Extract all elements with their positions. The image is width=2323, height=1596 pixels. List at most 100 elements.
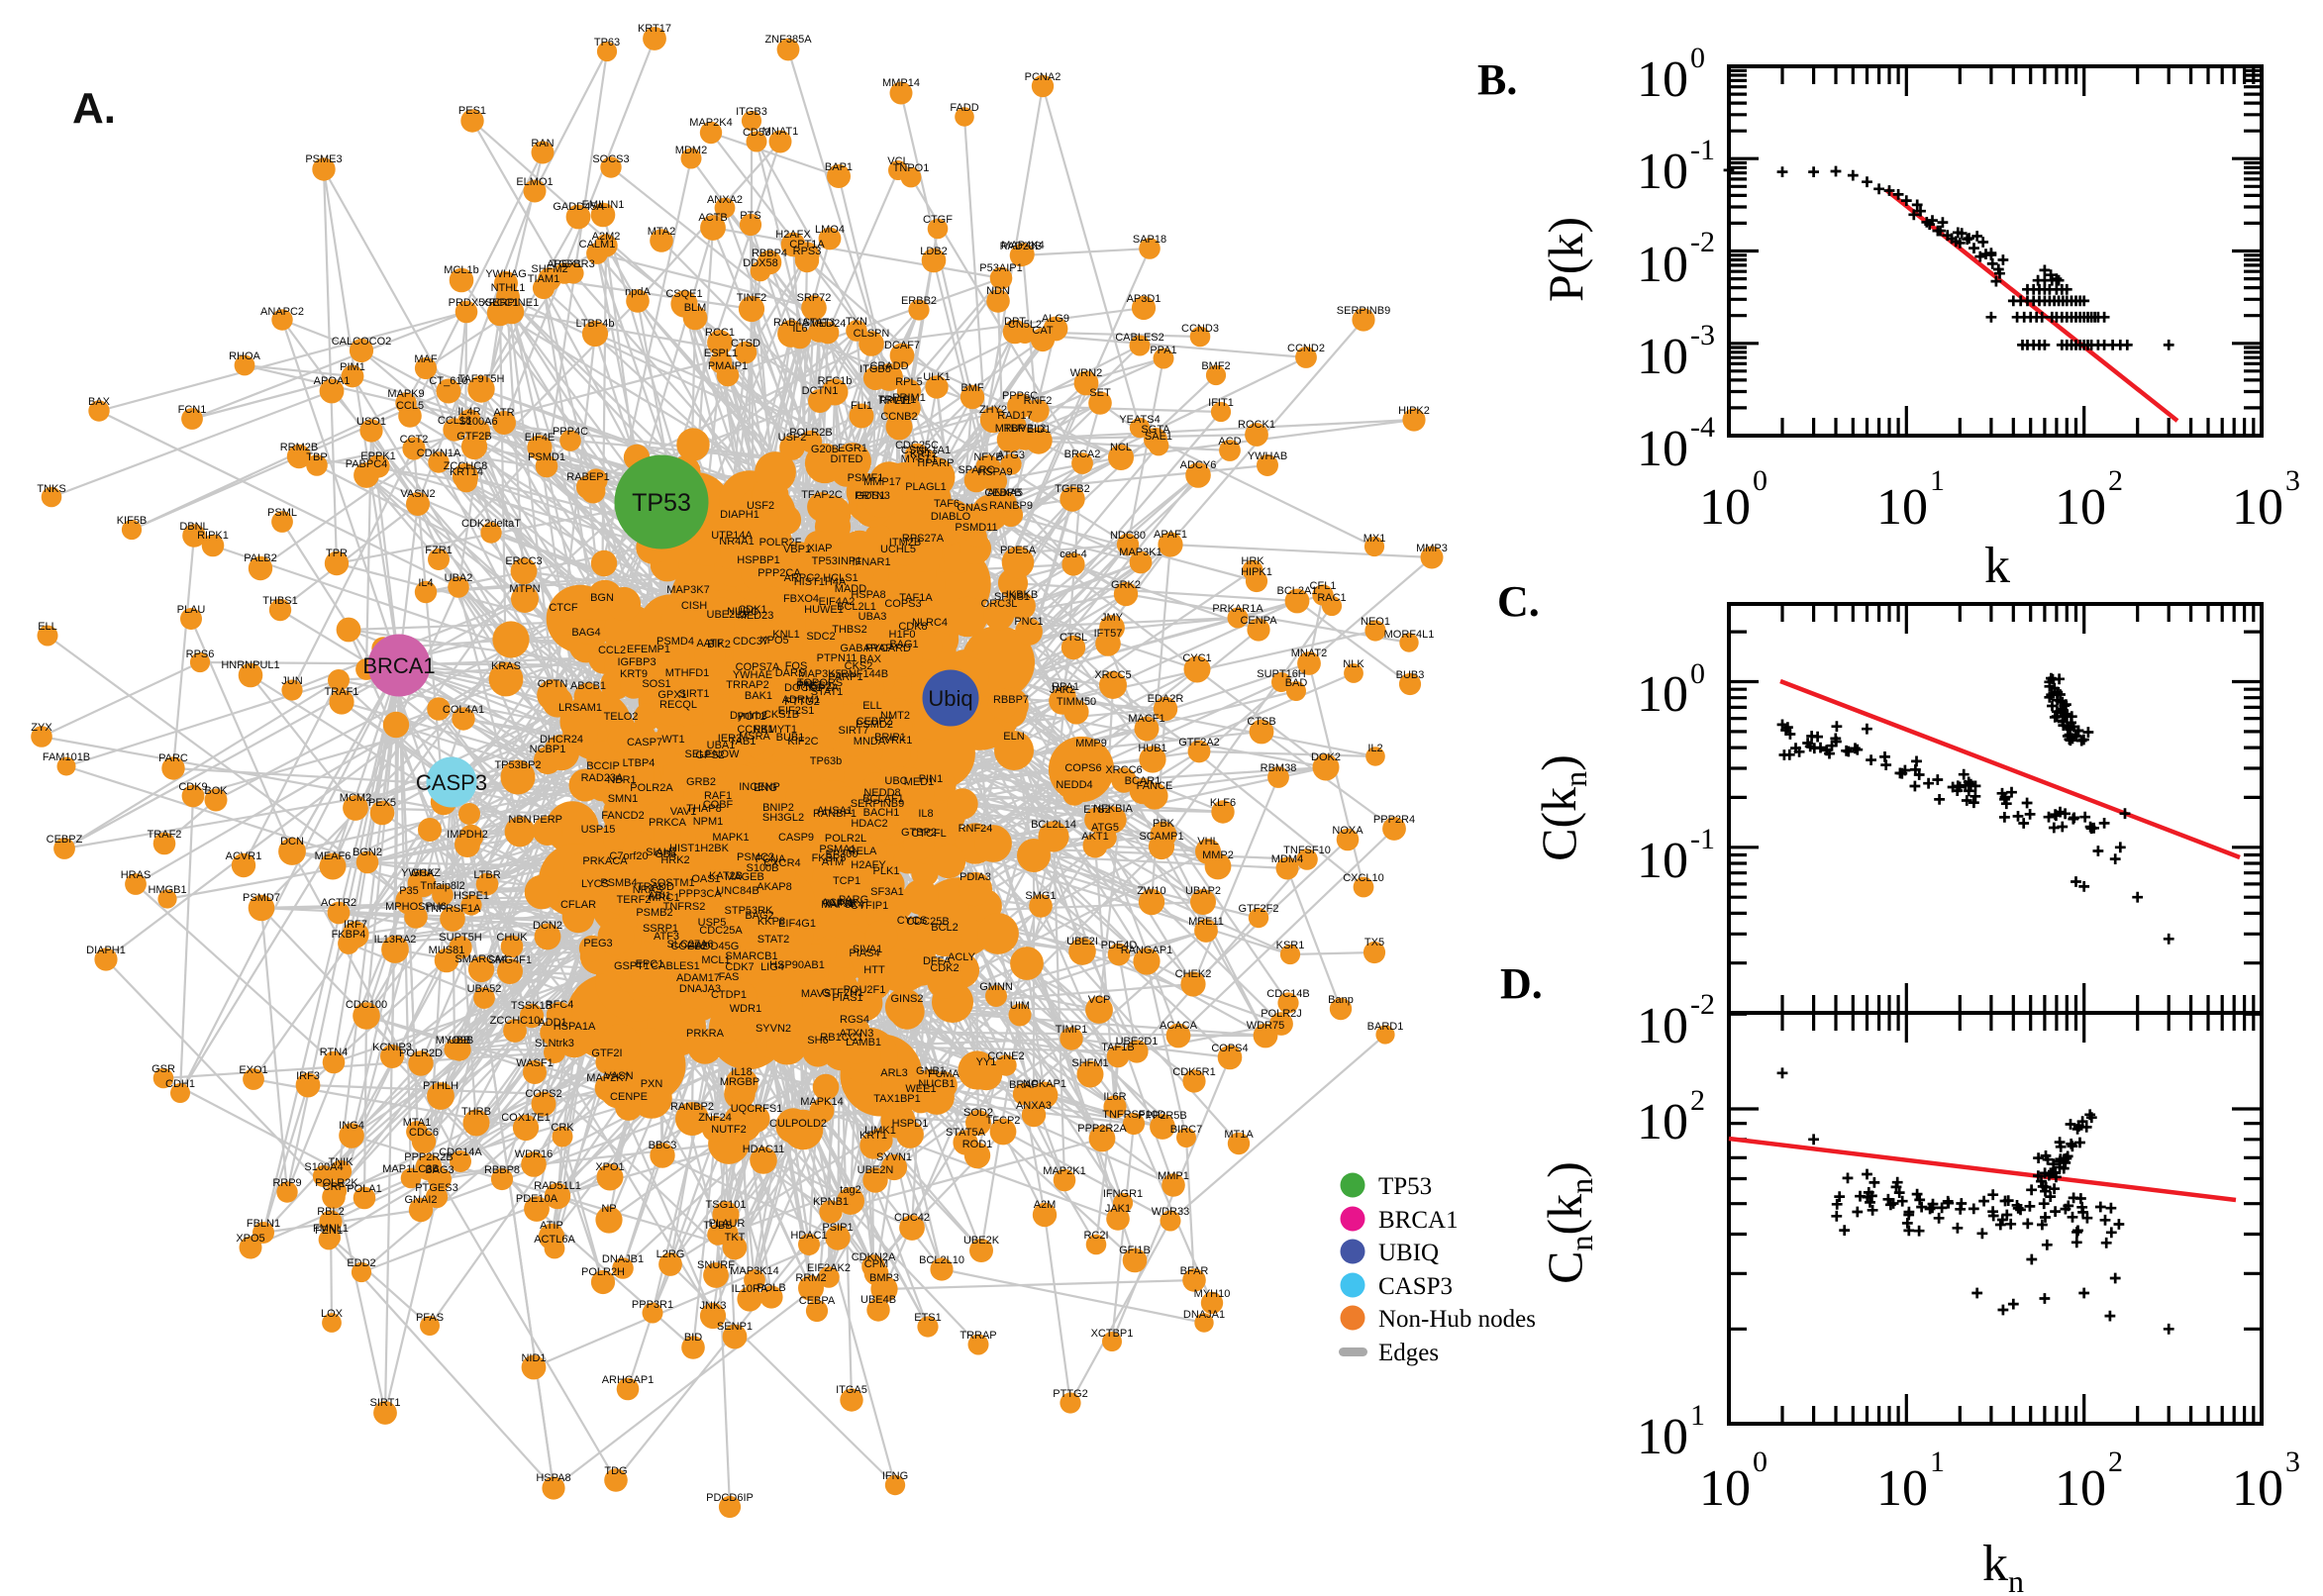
svg-text:GNB1: GNB1 [916,1065,946,1077]
svg-text:PDE10A: PDE10A [516,1193,558,1205]
svg-text:10: 10 [1637,998,1688,1054]
svg-text:MCM2: MCM2 [340,792,371,804]
svg-text:TKT: TKT [725,1232,746,1244]
svg-text:RPS27A: RPS27A [902,533,945,545]
svg-text:HIST1H4A: HIST1H4A [794,576,847,588]
svg-text:IFT57: IFT57 [1094,628,1123,640]
svg-text:BCCIP: BCCIP [586,760,620,772]
svg-text:LMO4: LMO4 [815,224,845,236]
svg-text:ADRM1: ADRM1 [782,694,821,706]
svg-text:TAF1B: TAF1B [1101,1042,1134,1053]
svg-text:HSPBP1: HSPBP1 [737,554,779,566]
svg-text:BCLAF1: BCLAF1 [862,793,904,805]
svg-text:FANCE: FANCE [1137,780,1173,792]
svg-text:AKAP8: AKAP8 [757,881,791,893]
svg-text:ARHGAP1: ARHGAP1 [602,1374,655,1386]
svg-text:RECQL: RECQL [659,699,697,711]
svg-text:GCK: GCK [411,867,436,879]
svg-text:SHFM2: SHFM2 [531,263,567,275]
svg-text:GPX1: GPX1 [657,689,686,701]
svg-text:DFFA: DFFA [923,955,952,967]
svg-text:VHL: VHL [1197,836,1218,848]
svg-text:P(k): P(k) [1538,217,1593,302]
svg-text:LIMK1: LIMK1 [864,1125,896,1137]
svg-text:PARG: PARG [839,894,868,906]
svg-text:XRCC1: XRCC1 [481,297,518,309]
svg-text:RPS3: RPS3 [793,246,822,257]
svg-text:KKP8: KKP8 [758,916,785,928]
svg-text:SET: SET [1089,387,1111,399]
svg-text:ERBB2: ERBB2 [901,295,937,307]
svg-text:NUTF2: NUTF2 [711,1124,746,1136]
svg-text:SUPT5H: SUPT5H [439,932,481,944]
svg-text:TP53BP2: TP53BP2 [494,759,541,771]
svg-text:NPM1: NPM1 [693,816,724,828]
svg-text:TAB1: TAB1 [730,736,757,748]
svg-text:DDX58: DDX58 [743,257,777,269]
svg-text:MNDA: MNDA [854,736,886,748]
svg-text:RFC1b: RFC1b [818,375,853,387]
svg-text:BAX: BAX [88,396,111,408]
svg-text:CASP7: CASP7 [627,737,662,748]
svg-text:RELA: RELA [849,846,877,857]
svg-text:RBBP7: RBBP7 [993,694,1029,706]
svg-text:DOK2: DOK2 [1311,751,1341,763]
svg-text:RHOA: RHOA [229,350,260,362]
svg-text:MCL1: MCL1 [701,954,730,966]
svg-text:ANAPC2: ANAPC2 [260,306,304,318]
svg-text:THAP8: THAP8 [686,803,721,815]
svg-text:GINS2: GINS2 [890,993,923,1005]
svg-text:CALCOCO2: CALCOCO2 [332,336,392,348]
svg-text:PDE4D: PDE4D [1101,940,1138,951]
svg-text:SH3GL2: SH3GL2 [762,812,804,824]
svg-text:TIMP1: TIMP1 [1056,1024,1087,1036]
svg-text:HTT: HTT [863,964,885,976]
svg-text:IL18: IL18 [731,1066,752,1078]
svg-text:ANXA2: ANXA2 [707,194,743,206]
svg-text:RNF24: RNF24 [959,823,993,835]
svg-text:TXN: TXN [846,316,867,328]
svg-text:DCN2: DCN2 [533,920,562,932]
svg-text:ZYX: ZYX [31,722,52,734]
svg-text:APAF1: APAF1 [1154,529,1187,541]
svg-text:CYCS: CYCS [897,915,928,927]
svg-text:GRK2: GRK2 [1111,579,1141,591]
svg-text:HSPA8: HSPA8 [536,1472,570,1484]
svg-text:WDR75: WDR75 [1247,1020,1285,1032]
svg-text:MMP14: MMP14 [882,77,920,89]
svg-text:DPT: DPT [1004,316,1026,328]
svg-text:BMF2: BMF2 [1201,360,1230,372]
svg-text:ABCB1: ABCB1 [570,680,606,692]
svg-text:CDK2: CDK2 [930,962,959,974]
svg-text:ACTB: ACTB [698,212,727,224]
svg-text:BIRC7: BIRC7 [1170,1124,1202,1136]
svg-text:UBE2K: UBE2K [963,1235,1000,1247]
svg-text:XCTBP1: XCTBP1 [1091,1328,1134,1340]
svg-text:DCAF7: DCAF7 [884,340,920,351]
svg-text:EGR1: EGR1 [838,443,867,454]
svg-text:PRTN3: PRTN3 [855,490,890,502]
svg-text:LRSAM1: LRSAM1 [558,702,602,714]
svg-text:Dynlrb2: Dynlrb2 [730,710,767,722]
svg-text:TBP: TBP [306,451,327,463]
svg-text:RAC1: RAC1 [1317,592,1346,604]
svg-text:EIF2AK2: EIF2AK2 [807,1262,851,1274]
svg-text:RAD51L1: RAD51L1 [534,1180,581,1192]
svg-text:MRC1: MRC1 [649,892,679,904]
svg-text:GFI1B: GFI1B [1119,1245,1151,1256]
svg-text:TCP1: TCP1 [833,875,860,887]
svg-text:MACF1: MACF1 [1128,713,1164,725]
svg-text:ACIN1: ACIN1 [822,897,854,909]
svg-text:LTBP4: LTBP4 [623,757,656,769]
svg-text:CDC25B: CDC25B [906,916,949,928]
svg-text:PKMYT1: PKMYT1 [754,724,797,736]
svg-text:ETS1: ETS1 [914,1312,942,1324]
svg-text:MYST1: MYST1 [901,453,938,465]
svg-text:POLR2L: POLR2L [825,833,866,845]
svg-text:EPPK1: EPPK1 [360,450,395,462]
svg-text:TPR: TPR [326,548,348,559]
svg-text:COL4A1: COL4A1 [443,704,484,716]
svg-text:EPC1: EPC1 [636,958,664,970]
svg-text:SDC2: SDC2 [806,631,835,643]
svg-text:NRAS: NRAS [633,884,663,896]
